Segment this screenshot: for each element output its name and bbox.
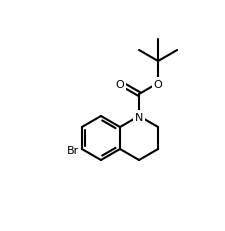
Text: Br: Br <box>66 145 79 155</box>
Text: N: N <box>134 112 143 122</box>
Text: O: O <box>115 80 124 90</box>
Text: O: O <box>153 80 162 90</box>
